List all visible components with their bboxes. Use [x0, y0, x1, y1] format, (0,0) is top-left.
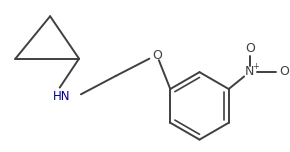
- Text: HN: HN: [53, 90, 70, 103]
- Text: +: +: [252, 62, 259, 71]
- Text: O: O: [152, 49, 162, 62]
- Text: O: O: [280, 65, 289, 78]
- Text: N: N: [245, 65, 255, 78]
- Text: O: O: [245, 42, 255, 55]
